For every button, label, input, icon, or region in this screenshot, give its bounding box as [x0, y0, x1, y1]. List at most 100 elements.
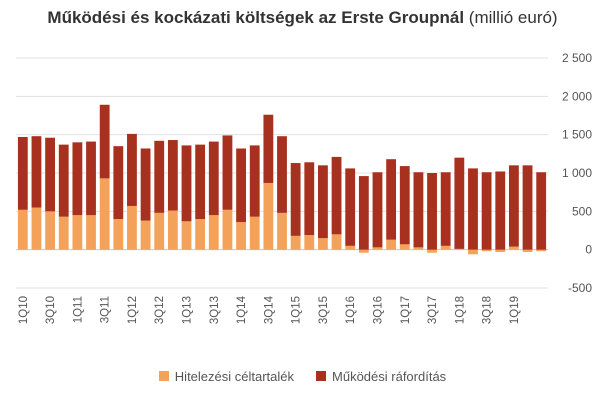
x-tick-label: 3Q12: [154, 296, 166, 324]
bar-provisions: [536, 249, 547, 252]
bar-operating-expenses: [386, 159, 397, 240]
bar-provisions: [167, 210, 178, 250]
y-axis-ticks: -500 0 500 1 000 1 500 2 000 2 500: [562, 51, 592, 295]
bar-provisions: [195, 219, 206, 250]
bar-operating-expenses: [31, 136, 42, 208]
x-tick-label: 1Q14: [236, 295, 248, 324]
bar-provisions: [113, 219, 124, 250]
x-axis-ticks: 1Q10 3Q10 1Q11 3Q11 1Q12 3Q12 1Q13 3Q13 1Q14 3Q14…: [18, 295, 521, 324]
bar-provisions: [413, 247, 424, 250]
x-tick-label: 3Q15: [318, 296, 330, 324]
chart-title-main: Működési és kockázati költségek az Erste…: [47, 8, 465, 27]
legend-label-operating-expenses: Működési ráfordítás: [332, 368, 447, 384]
bar-operating-expenses: [413, 172, 424, 248]
bar-operating-expenses: [140, 148, 151, 221]
bar-operating-expenses: [454, 157, 465, 249]
bar-provisions: [386, 239, 397, 250]
bar-provisions: [72, 215, 83, 250]
bar-operating-expenses: [481, 172, 492, 250]
y-tick-label: 1 500: [562, 128, 592, 142]
bar-operating-expenses: [372, 172, 383, 248]
x-tick-label: 1Q13: [182, 296, 194, 324]
bar-operating-expenses: [72, 142, 83, 216]
x-tick-label: 1Q11: [72, 296, 84, 323]
legend-swatch-provisions: [158, 371, 169, 381]
bar-operating-expenses: [99, 104, 110, 179]
legend-item-provisions: Hitelezési céltartalék: [158, 369, 294, 384]
bar-provisions: [99, 178, 110, 250]
x-tick-label: 1Q19: [509, 296, 521, 324]
bar-provisions: [331, 234, 342, 250]
x-tick-label: 3Q18: [482, 296, 494, 324]
bar-provisions: [58, 216, 69, 250]
bar-provisions: [249, 216, 260, 250]
bar-provisions: [508, 246, 519, 250]
bar-operating-expenses: [263, 114, 274, 183]
x-tick-label: 1Q12: [127, 296, 139, 324]
x-tick-label: 1Q16: [345, 296, 357, 324]
bar-provisions: [468, 249, 478, 255]
bar-operating-expenses: [208, 141, 219, 216]
bar-operating-expenses: [222, 135, 233, 210]
bar-operating-expenses: [17, 136, 28, 210]
bar-operating-expenses: [236, 148, 246, 223]
bar-operating-expenses: [440, 172, 451, 246]
legend: Hitelezési céltartalék Működési ráfordít…: [0, 366, 605, 386]
y-tick-label: -500: [568, 281, 592, 295]
bar-provisions: [86, 215, 96, 250]
bar-provisions: [318, 238, 328, 250]
bar-operating-expenses: [345, 168, 356, 246]
y-tick-label: 500: [572, 204, 592, 218]
bar-provisions: [263, 182, 274, 250]
bar-operating-expenses: [468, 168, 478, 250]
bar-operating-expenses: [154, 140, 165, 213]
y-tick-label: 2 500: [562, 51, 592, 65]
bar-operating-expenses: [399, 166, 410, 245]
bar-operating-expenses: [495, 171, 506, 250]
x-tick-label: 3Q11: [100, 296, 112, 323]
bar-operating-expenses: [508, 165, 519, 247]
x-tick-label: 1Q17: [400, 296, 412, 324]
bar-operating-expenses: [290, 163, 301, 236]
x-tick-label: 3Q16: [372, 296, 384, 324]
y-tick-label: 1 000: [562, 166, 592, 180]
bar-provisions: [481, 249, 492, 252]
bar-operating-expenses: [113, 146, 124, 219]
bar-operating-expenses: [277, 136, 287, 213]
bar-operating-expenses: [167, 140, 178, 211]
legend-item-operating-expenses: Működési ráfordítás: [316, 369, 446, 384]
y-tick-label: 2 000: [562, 89, 592, 103]
bar-operating-expenses: [45, 137, 56, 212]
bar-provisions: [495, 249, 506, 252]
bar-operating-expenses: [427, 173, 437, 250]
bar-operating-expenses: [522, 165, 533, 250]
bar-operating-expenses: [127, 133, 137, 206]
x-tick-label: 3Q14: [263, 295, 275, 324]
x-tick-label: 3Q13: [209, 296, 221, 324]
bar-provisions: [399, 244, 410, 250]
bar-provisions: [454, 248, 465, 250]
bar-provisions: [31, 207, 42, 250]
bar-operating-expenses: [331, 156, 342, 235]
bar-provisions: [154, 212, 165, 250]
bar-provisions: [127, 205, 137, 250]
bar-provisions: [304, 235, 315, 250]
bar-provisions: [290, 235, 301, 250]
bar-operating-expenses: [86, 141, 96, 216]
x-tick-label: 3Q17: [427, 296, 439, 324]
bar-provisions: [427, 249, 437, 253]
bar-operating-expenses: [249, 145, 260, 217]
bar-provisions: [372, 247, 383, 250]
bar-provisions: [45, 211, 56, 250]
x-tick-label: 3Q10: [45, 296, 57, 324]
bar-provisions: [17, 209, 28, 250]
x-tick-label: 1Q18: [454, 296, 466, 324]
bar-provisions: [236, 222, 246, 250]
chart-title: Működési és kockázati költségek az Erste…: [0, 8, 605, 28]
bar-operating-expenses: [195, 144, 206, 219]
legend-swatch-operating-expenses: [316, 371, 327, 381]
x-tick-label: 1Q15: [291, 296, 303, 324]
bar-provisions: [522, 249, 533, 252]
bar-operating-expenses: [181, 145, 192, 222]
